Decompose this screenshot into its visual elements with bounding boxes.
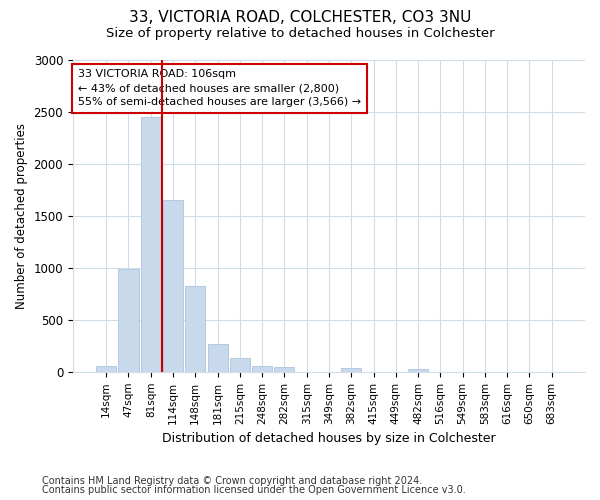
Bar — [185, 286, 205, 372]
Bar — [208, 344, 227, 372]
Y-axis label: Number of detached properties: Number of detached properties — [15, 123, 28, 309]
Bar — [96, 366, 116, 372]
Bar — [341, 368, 361, 372]
Text: Size of property relative to detached houses in Colchester: Size of property relative to detached ho… — [106, 28, 494, 40]
Bar — [118, 269, 139, 372]
Bar — [163, 200, 183, 372]
X-axis label: Distribution of detached houses by size in Colchester: Distribution of detached houses by size … — [162, 432, 496, 445]
Bar — [274, 367, 295, 372]
Text: Contains HM Land Registry data © Crown copyright and database right 2024.: Contains HM Land Registry data © Crown c… — [42, 476, 422, 486]
Bar — [408, 369, 428, 372]
Text: Contains public sector information licensed under the Open Government Licence v3: Contains public sector information licen… — [42, 485, 466, 495]
Bar — [141, 117, 161, 372]
Bar — [252, 366, 272, 372]
Text: 33, VICTORIA ROAD, COLCHESTER, CO3 3NU: 33, VICTORIA ROAD, COLCHESTER, CO3 3NU — [129, 10, 471, 25]
Bar — [230, 358, 250, 372]
Text: 33 VICTORIA ROAD: 106sqm
← 43% of detached houses are smaller (2,800)
55% of sem: 33 VICTORIA ROAD: 106sqm ← 43% of detach… — [78, 70, 361, 108]
